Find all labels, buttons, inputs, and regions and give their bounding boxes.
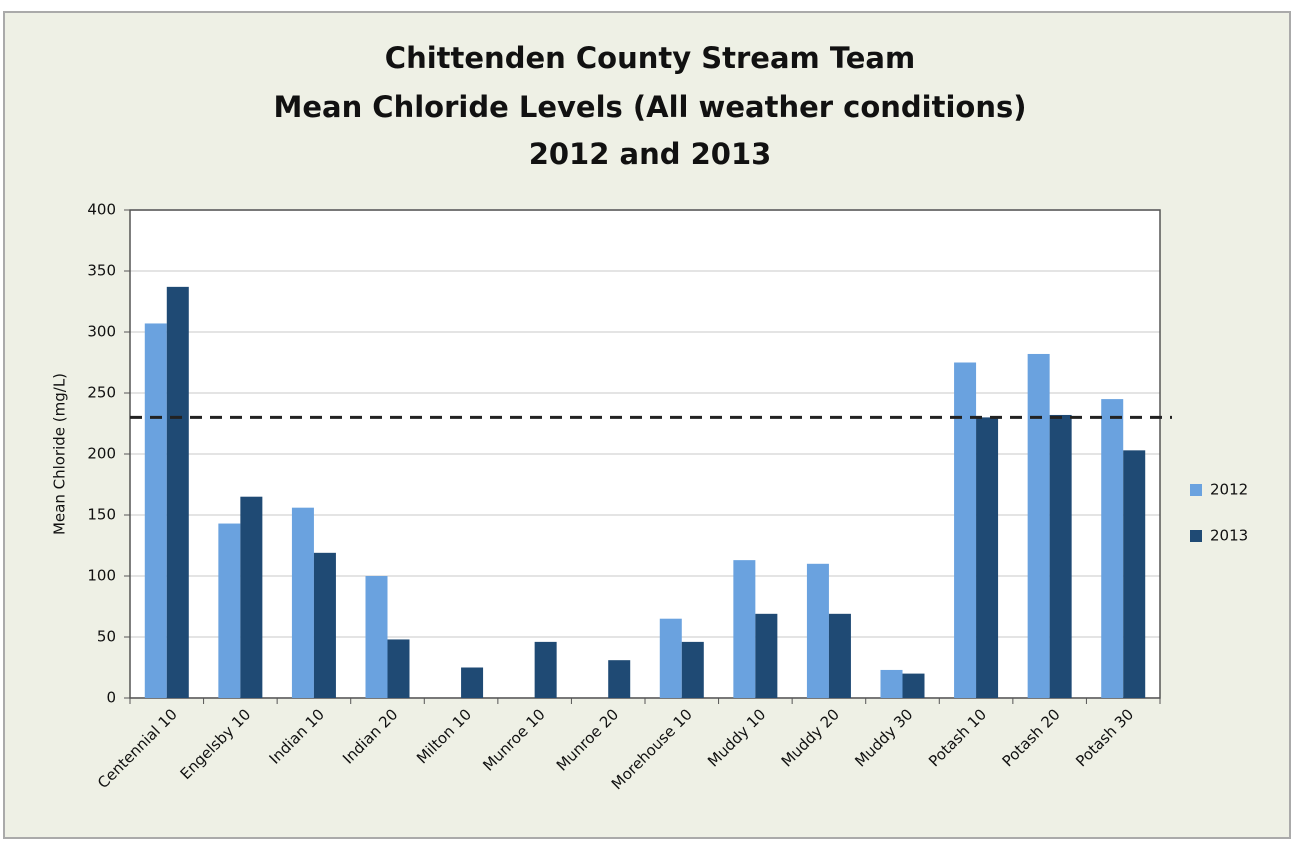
- y-tick-label: 100: [87, 567, 116, 585]
- bar: [608, 660, 631, 698]
- y-tick-label: 300: [87, 323, 116, 341]
- bar: [1027, 353, 1050, 698]
- y-tick-label: 400: [87, 201, 116, 219]
- y-tick-label: 50: [97, 628, 116, 646]
- legend-swatch: [1190, 530, 1202, 542]
- chart-title: Mean Chloride Levels (All weather condit…: [273, 90, 1026, 124]
- bar: [387, 639, 410, 698]
- y-tick-label: 250: [87, 384, 116, 402]
- chart-title: 2012 and 2013: [529, 137, 772, 171]
- y-tick-label: 150: [87, 506, 116, 524]
- chart-title: Chittenden County Stream Team: [385, 41, 915, 75]
- bar: [828, 613, 851, 698]
- bar: [976, 417, 999, 698]
- bar: [461, 667, 484, 698]
- bar: [954, 362, 977, 698]
- y-tick-label: 350: [87, 262, 116, 280]
- bar: [365, 576, 388, 698]
- bar: [166, 286, 189, 698]
- legend-label: 2013: [1210, 527, 1248, 545]
- bar: [659, 618, 682, 698]
- bar: [880, 669, 903, 698]
- legend-label: 2012: [1210, 481, 1248, 499]
- bar: [1101, 399, 1124, 698]
- bar: [806, 563, 829, 698]
- bar: [313, 552, 336, 698]
- bar: [1049, 414, 1072, 698]
- bar: [534, 641, 557, 698]
- y-tick-label: 200: [87, 445, 116, 463]
- bar: [755, 613, 778, 698]
- bar: [902, 673, 925, 698]
- bar: [291, 507, 314, 698]
- y-axis-label: Mean Chloride (mg/L): [51, 373, 69, 535]
- bar: [1123, 450, 1146, 698]
- bar: [240, 496, 263, 698]
- bar: [144, 323, 167, 698]
- legend-swatch: [1190, 484, 1202, 496]
- bar: [218, 523, 241, 698]
- bar: [681, 641, 704, 698]
- y-tick-label: 0: [106, 689, 116, 707]
- bar: [733, 560, 756, 698]
